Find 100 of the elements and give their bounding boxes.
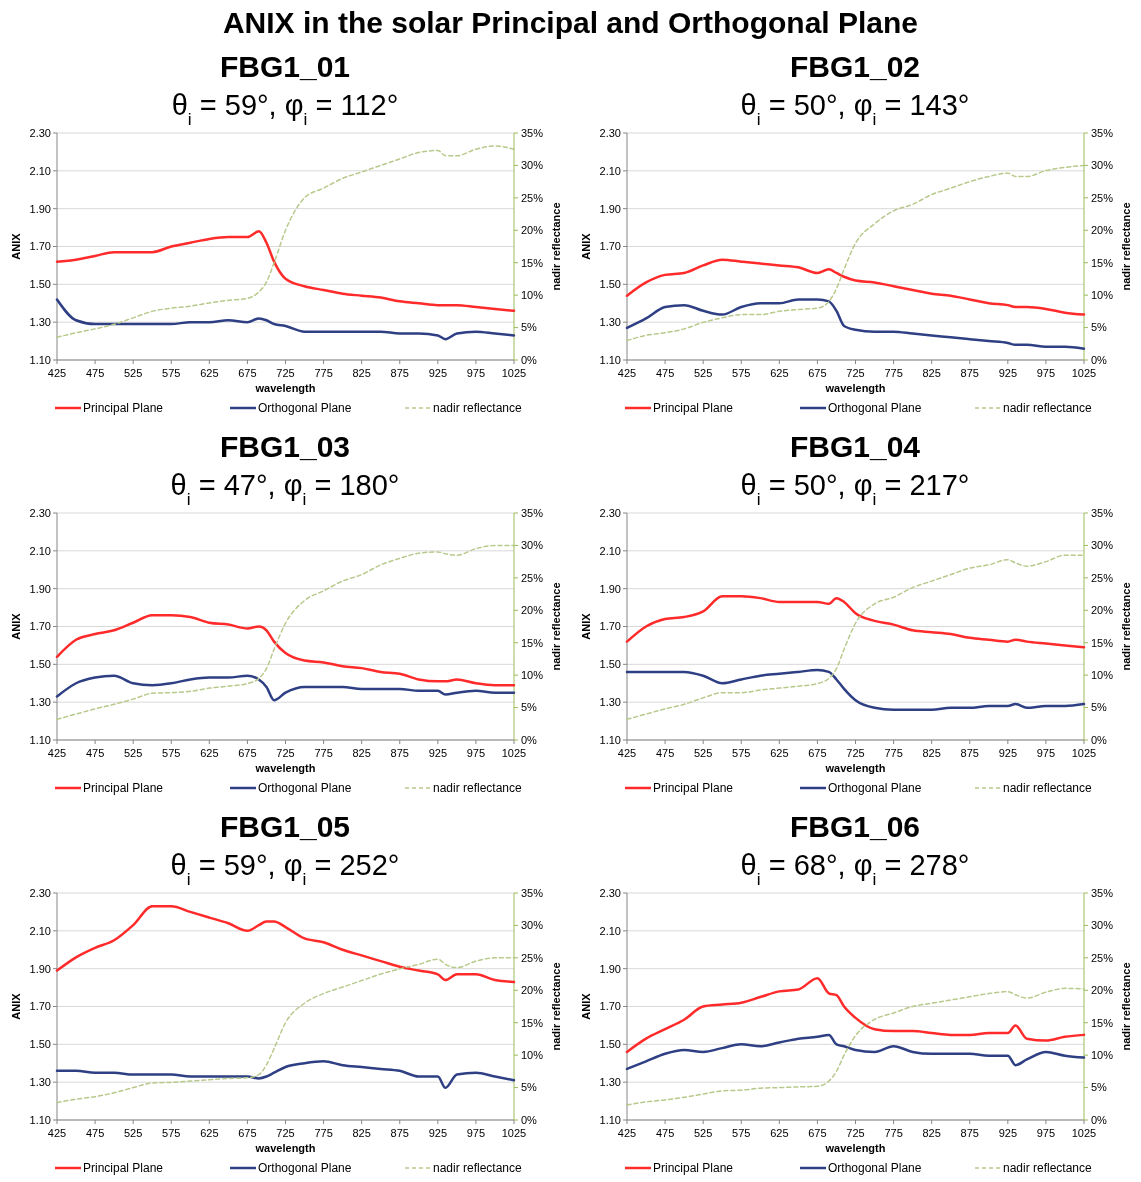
- y2-tick-label: 0%: [521, 353, 538, 366]
- y-tick-label: 1.90: [29, 962, 51, 975]
- x-tick-label: 475: [655, 367, 675, 379]
- y2-tick-label: 20%: [1091, 224, 1114, 237]
- x-tick-label: 1025: [1071, 747, 1097, 759]
- x-tick-label: 575: [732, 1127, 751, 1139]
- legend-label: Orthogonal Plane: [258, 781, 352, 796]
- y2-tick-label: 35%: [1091, 126, 1114, 139]
- y2-tick-label: 15%: [1091, 636, 1114, 649]
- y2-axis-title: nadir reflectance: [550, 202, 562, 291]
- y-tick-label: 1.90: [599, 962, 621, 975]
- x-tick-label: 425: [47, 1127, 67, 1139]
- x-tick-label: 675: [238, 1127, 257, 1139]
- y-tick-label: 1.70: [29, 240, 51, 253]
- x-axis-title: wavelength: [824, 382, 886, 394]
- x-tick-label: 675: [238, 367, 257, 379]
- x-axis-title: wavelength: [254, 382, 316, 394]
- x-tick-label: 975: [1036, 747, 1056, 759]
- line-series: [55, 904, 516, 984]
- x-tick-label: 775: [314, 1127, 333, 1139]
- x-tick-label: 525: [693, 747, 713, 759]
- x-tick-label: 775: [884, 1127, 903, 1139]
- y-tick-label: 2.30: [29, 506, 51, 519]
- chart-title: FBG1_04: [789, 430, 921, 463]
- x-tick-label: 975: [1036, 1127, 1056, 1139]
- x-tick-label: 425: [617, 1127, 637, 1139]
- y2-tick-label: 30%: [1091, 539, 1114, 552]
- line-series: [56, 544, 515, 720]
- legend-label: nadir reflectance: [433, 1161, 523, 1176]
- y-tick-label: 2.30: [29, 126, 51, 139]
- y2-tick-label: 25%: [1091, 571, 1114, 584]
- legend-label: Principal Plane: [83, 1161, 164, 1176]
- y2-tick-label: 25%: [521, 951, 544, 964]
- x-tick-label: 575: [162, 1127, 181, 1139]
- x-tick-label: 825: [352, 367, 371, 379]
- line-series: [625, 1033, 1086, 1071]
- x-tick-label: 1025: [1071, 367, 1097, 379]
- y-tick-label: 2.10: [29, 924, 51, 937]
- x-tick-label: 475: [85, 1127, 105, 1139]
- y-tick-label: 1.70: [599, 240, 621, 253]
- x-tick-label: 425: [47, 747, 67, 759]
- y-tick-label: 1.10: [29, 733, 51, 746]
- y2-tick-label: 25%: [1091, 191, 1114, 204]
- x-tick-label: 925: [428, 747, 448, 759]
- x-tick-label: 775: [884, 367, 903, 379]
- line-series: [626, 554, 1085, 720]
- x-tick-label: 475: [85, 747, 105, 759]
- y-tick-label: 1.30: [29, 316, 51, 329]
- y2-tick-label: 25%: [521, 571, 544, 584]
- x-tick-label: 775: [884, 747, 903, 759]
- y-tick-label: 1.10: [29, 1113, 51, 1126]
- x-tick-label: 1025: [501, 367, 527, 379]
- y2-tick-label: 15%: [521, 1016, 544, 1029]
- x-tick-label: 1025: [501, 747, 527, 759]
- y2-tick-label: 20%: [1091, 604, 1114, 617]
- y-tick-label: 1.10: [599, 733, 621, 746]
- chart-subtitle: θ$_{i}$ = 59°, φ$_{i}$ = 252°: [170, 849, 400, 889]
- y2-tick-label: 20%: [521, 984, 544, 997]
- chart-subtitle: θ$_{i}$ = 50°, φ$_{i}$ = 217°: [740, 469, 970, 509]
- legend-label: Principal Plane: [653, 781, 734, 796]
- line-series: [625, 668, 1086, 711]
- legend-label: nadir reflectance: [1003, 401, 1093, 416]
- y-tick-label: 1.30: [29, 696, 51, 709]
- y-tick-label: 1.30: [599, 316, 621, 329]
- y2-tick-label: 5%: [521, 321, 538, 334]
- x-tick-label: 825: [922, 747, 941, 759]
- y-tick-label: 1.30: [599, 1076, 621, 1089]
- x-tick-label: 625: [770, 1127, 789, 1139]
- chart-subtitle: θ$_{i}$ = 50°, φ$_{i}$ = 143°: [740, 89, 970, 129]
- text: ANIX in the solar Principal and Orthogonal Plane: [222, 6, 919, 39]
- x-tick-label: 875: [960, 1127, 979, 1139]
- x-tick-label: 725: [276, 367, 295, 379]
- y-tick-label: 1.90: [599, 202, 621, 215]
- line-series: [55, 230, 516, 313]
- x-tick-label: 525: [123, 747, 143, 759]
- chart-subtitle: θ$_{i}$ = 47°, φ$_{i}$ = 180°: [170, 469, 400, 509]
- y-tick-label: 2.10: [599, 924, 621, 937]
- y-tick-label: 2.10: [599, 544, 621, 557]
- y2-tick-label: 35%: [521, 506, 544, 519]
- x-tick-label: 825: [352, 747, 371, 759]
- chart-title: FBG1_06: [789, 810, 921, 843]
- y2-tick-label: 10%: [521, 288, 544, 301]
- y2-tick-label: 15%: [521, 256, 544, 269]
- y-tick-label: 1.10: [29, 353, 51, 366]
- legend-label: Principal Plane: [83, 781, 164, 796]
- legend-label: Principal Plane: [653, 1161, 734, 1176]
- line-series: [625, 298, 1086, 350]
- y-axis-title: ANIX: [10, 612, 22, 640]
- y2-tick-label: 30%: [1091, 159, 1114, 172]
- y-tick-label: 1.90: [29, 202, 51, 215]
- chart-subtitle: θ$_{i}$ = 68°, φ$_{i}$ = 278°: [740, 849, 970, 889]
- x-tick-label: 975: [1036, 367, 1056, 379]
- y2-tick-label: 0%: [1091, 1113, 1108, 1126]
- x-tick-label: 825: [352, 1127, 371, 1139]
- y2-tick-label: 10%: [521, 668, 544, 681]
- legend-label: Orthogonal Plane: [828, 1161, 922, 1176]
- line-series: [626, 164, 1085, 342]
- x-tick-label: 1025: [501, 1127, 527, 1139]
- y2-tick-label: 0%: [521, 733, 538, 746]
- y-tick-label: 1.50: [599, 658, 621, 671]
